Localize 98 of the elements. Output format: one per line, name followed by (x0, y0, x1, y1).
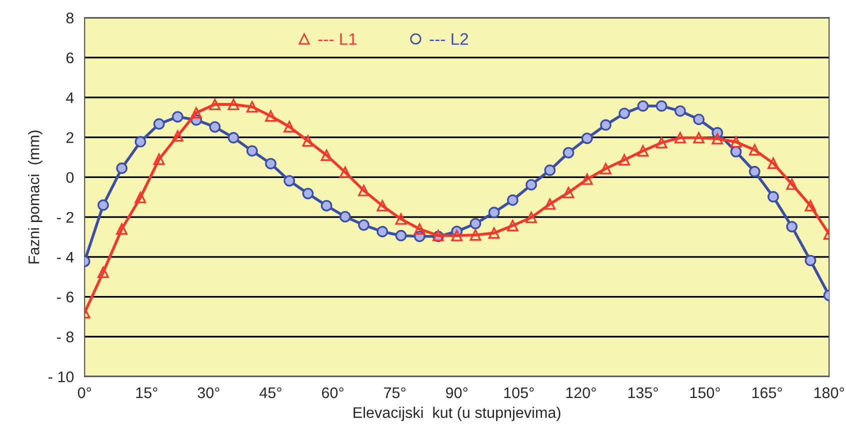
x-tick-label: 180° (814, 387, 844, 398)
point (246, 145, 258, 157)
point (358, 219, 370, 231)
point (488, 227, 500, 239)
point (302, 188, 314, 200)
legend-label: --- L2 (430, 33, 468, 45)
point (674, 132, 686, 144)
point (209, 121, 221, 133)
point (209, 98, 221, 110)
point (730, 136, 742, 148)
point (562, 186, 574, 198)
point (804, 254, 816, 266)
point (395, 230, 407, 242)
point (656, 137, 668, 148)
legend-label: --- L1 (318, 33, 357, 45)
point (284, 175, 296, 186)
y-tick-label: 4 (66, 92, 74, 103)
point (153, 154, 165, 165)
x-tick-label: 15° (136, 387, 158, 398)
point (228, 132, 240, 144)
point (134, 136, 146, 148)
y-tick-label: - 6 (57, 292, 74, 302)
x-tick-label: 120° (566, 387, 596, 398)
point (451, 230, 463, 242)
point (581, 173, 593, 185)
point (544, 198, 556, 210)
point (488, 206, 500, 218)
x-axis-title: Elevacijski kut (u stupnjevima) (354, 406, 560, 422)
x-tick-label: 60° (322, 387, 344, 398)
y-tick-label: - 8 (57, 332, 74, 342)
point (228, 98, 240, 110)
point (153, 118, 165, 130)
point (600, 162, 612, 174)
point (600, 119, 612, 131)
point (637, 145, 649, 157)
x-tick-label: 75° (384, 387, 406, 398)
point (637, 100, 649, 112)
point (544, 164, 556, 176)
x-tick-label: 30° (198, 387, 220, 398)
point (172, 130, 184, 142)
point (674, 105, 686, 117)
point (748, 144, 760, 156)
point (470, 229, 482, 241)
point (116, 223, 128, 235)
y-tick-label: - 2 (57, 212, 74, 223)
point (712, 133, 724, 144)
point (506, 194, 518, 206)
point (339, 166, 351, 178)
y-tick-label: - 4 (57, 252, 74, 262)
point (693, 114, 704, 126)
point (526, 179, 537, 190)
point (98, 199, 109, 211)
point (320, 150, 332, 161)
point (786, 220, 798, 232)
point (98, 266, 109, 278)
y-tick-label: 8 (66, 12, 74, 24)
point (172, 111, 184, 122)
point (265, 158, 276, 170)
point (618, 108, 630, 120)
point (768, 191, 779, 202)
point (265, 110, 276, 122)
y-tick-label: 6 (66, 52, 74, 64)
y-tick-label: 2 (66, 132, 74, 143)
point (358, 184, 370, 196)
x-tick-label: 165° (752, 387, 782, 398)
point (414, 223, 426, 235)
point (376, 200, 388, 212)
x-tick-label: 150° (690, 387, 720, 398)
point (804, 200, 816, 212)
y-tick-label: - 10 (48, 371, 74, 382)
point (190, 107, 202, 119)
point (562, 146, 574, 158)
point (581, 132, 593, 144)
point (693, 132, 704, 144)
x-tick-label: 135° (628, 387, 658, 398)
x-tick-label: 0° (78, 387, 91, 398)
point (284, 121, 296, 132)
point (618, 154, 630, 166)
point (302, 135, 314, 147)
point (656, 100, 668, 112)
y-axis-title: Fazni pomaci (mm) (28, 130, 42, 264)
x-tick-label: 90° (446, 387, 468, 398)
point (786, 178, 798, 190)
point (376, 226, 388, 238)
y-tick-label: 0 (66, 172, 74, 183)
point (748, 166, 760, 178)
point (395, 213, 407, 225)
point (134, 192, 146, 204)
point (768, 158, 779, 169)
x-tick-label: 45° (260, 387, 282, 398)
point (339, 210, 351, 222)
point (506, 220, 518, 232)
point (320, 200, 332, 212)
point (116, 162, 128, 174)
point (246, 101, 258, 113)
x-tick-label: 105° (504, 387, 534, 398)
point (526, 212, 537, 224)
point (470, 218, 482, 230)
